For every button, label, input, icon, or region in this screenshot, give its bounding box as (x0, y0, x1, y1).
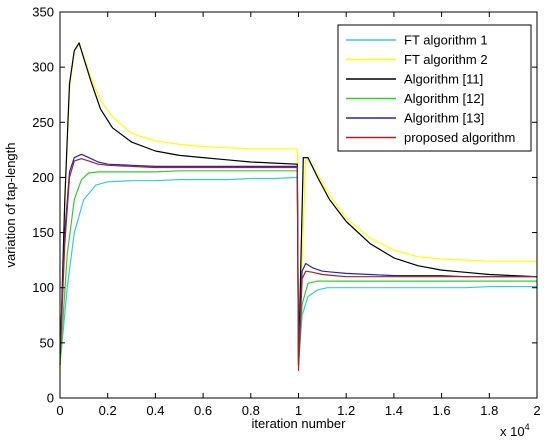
legend-label-1: FT algorithm 1 (404, 33, 488, 48)
axis-layer: 0 0.2 0.4 0.6 0.8 1 1.2 1.4 1.6 1.8 2 0 50 100 150 200 2… (32, 5, 540, 419)
legend-label-3: Algorithm [11] (404, 72, 483, 87)
x-tick-label: 0.6 (194, 403, 212, 418)
y-tick-label: 100 (32, 280, 54, 295)
x-tick-label: 2 (533, 403, 540, 418)
y-tick-label: 50 (40, 335, 54, 350)
series-layer (59, 42, 538, 376)
x-tick-label: 1 (295, 403, 302, 418)
x-tick-label: 0.4 (146, 403, 164, 418)
y-tick-label: 0 (47, 391, 54, 406)
legend-label-4: Algorithm [12] (404, 91, 484, 106)
x-tick-label: 0.8 (242, 403, 260, 418)
legend-label-2: FT algorithm 2 (404, 52, 488, 67)
legend-box (337, 24, 532, 152)
y-tick-label: 150 (32, 225, 54, 240)
x-axis-label: iteration number (252, 416, 347, 431)
legend-label-5: Algorithm [13] (404, 111, 484, 126)
y-tick-label: 300 (32, 60, 54, 75)
x-tick-label: 0 (56, 403, 63, 418)
legend-items: FT algorithm 1 FT algorithm 2 Algorithm [1… (346, 33, 515, 145)
series-line-3 (59, 42, 538, 366)
x-tick-label: 1.4 (385, 403, 403, 418)
series-line-2 (59, 44, 537, 376)
x-multiplier-label: x 104 (500, 422, 530, 439)
series-line-6 (59, 158, 537, 371)
x-tick-label: 1.8 (480, 403, 498, 418)
y-tick-label: 350 (32, 5, 54, 20)
x-tick-label: 0.2 (99, 403, 117, 418)
x-multiplier-exponent: 4 (525, 422, 530, 432)
x-tick-label: 1.2 (337, 403, 355, 418)
y-tick-label: 200 (32, 170, 54, 185)
legend: FT algorithm 1 FT algorithm 2 Algorithm [1… (337, 24, 532, 152)
y-tick-label: 250 (32, 115, 54, 130)
x-multiplier-base: x 10 (500, 424, 525, 439)
x-tick-label: 1.6 (433, 403, 451, 418)
y-axis-label: variation of tap-length (3, 142, 18, 267)
legend-label-6: proposed algorithm (404, 130, 515, 145)
series-line-5 (59, 153, 537, 355)
